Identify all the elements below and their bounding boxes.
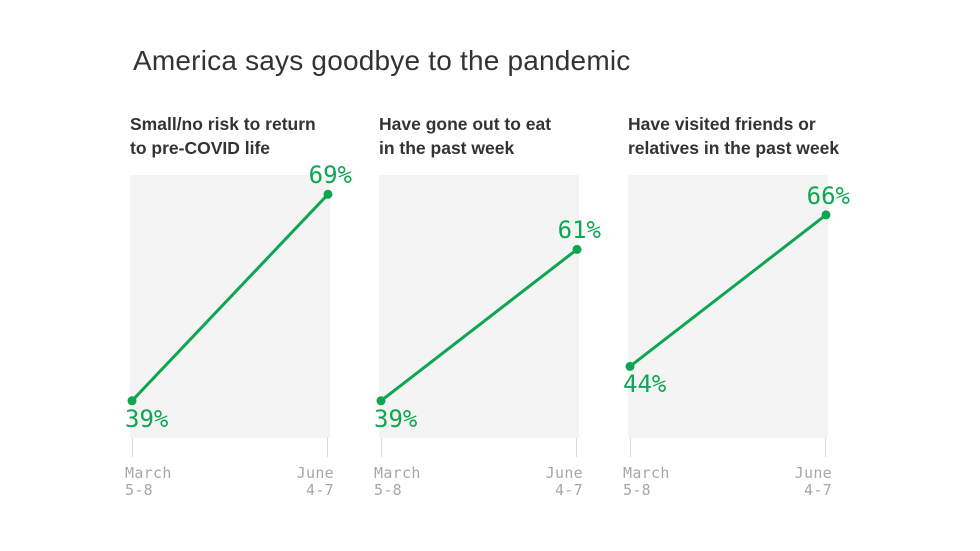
data-point-march <box>625 361 635 371</box>
x-tick-month: June <box>296 464 334 482</box>
x-tick-label-march: March 5-8 <box>125 465 172 499</box>
slope-line-graphic <box>127 189 333 406</box>
x-tick-days: 5-8 <box>623 481 651 499</box>
plot-area: 44% 66% March 5-8 June 4-7 <box>623 175 850 499</box>
axis-tick-right <box>576 438 577 457</box>
data-point-march <box>127 396 137 406</box>
plot-area: 39% 61% March 5-8 June 4-7 <box>374 175 601 499</box>
data-point-march <box>376 396 386 406</box>
x-tick-days: 5-8 <box>125 481 153 499</box>
value-label-march: 39% <box>374 404 418 433</box>
x-tick-days: 4-7 <box>555 481 583 499</box>
chart-heading: Have gone out to eat in the past week <box>379 112 579 160</box>
x-tick-label-june: June 4-7 <box>297 465 334 499</box>
trend-line <box>380 248 578 402</box>
chart-heading: Small/no risk to return to pre-COVID lif… <box>130 112 330 160</box>
chart-heading-line-1: Have visited friends or <box>628 114 816 134</box>
axis-tick-right <box>327 438 328 457</box>
chart-heading-line-1: Small/no risk to return <box>130 114 316 134</box>
x-tick-month: March <box>125 464 172 482</box>
value-label-march: 39% <box>125 404 169 433</box>
chart-heading-line-2: to pre-COVID life <box>130 138 271 158</box>
slope-chart-visited-friends: Have visited friends or relatives in the… <box>623 112 850 499</box>
chart-heading-line-2: in the past week <box>379 138 515 158</box>
x-tick-label-june: June 4-7 <box>546 465 583 499</box>
axis-tick-left <box>132 438 133 457</box>
trend-line <box>130 193 330 402</box>
value-label-june: 61% <box>557 216 601 245</box>
data-point-june <box>572 244 582 254</box>
x-tick-label-march: March 5-8 <box>623 465 670 499</box>
data-point-june <box>821 210 831 220</box>
x-tick-label-march: March 5-8 <box>374 465 421 499</box>
x-tick-days: 4-7 <box>306 481 334 499</box>
x-tick-month: June <box>545 464 583 482</box>
page-title: America says goodbye to the pandemic <box>133 45 631 76</box>
value-label-june: 66% <box>806 181 850 210</box>
x-tick-label-june: June 4-7 <box>795 465 832 499</box>
chart-heading-line-1: Have gone out to eat <box>379 114 552 134</box>
x-tick-month: June <box>794 464 832 482</box>
data-point-june <box>323 189 333 199</box>
slope-line-graphic <box>376 244 582 406</box>
x-tick-month: March <box>623 464 670 482</box>
trend-line <box>629 213 827 368</box>
axis-tick-left <box>381 438 382 457</box>
chart-heading: Have visited friends or relatives in the… <box>628 112 840 160</box>
axis-tick-right <box>825 438 826 457</box>
slope-line-graphic <box>625 210 831 371</box>
plot-area: 39% 69% March 5-8 June 4-7 <box>125 163 352 498</box>
x-tick-days: 5-8 <box>374 481 402 499</box>
slope-chart-pre-covid-risk: Small/no risk to return to pre-COVID lif… <box>125 112 352 499</box>
x-tick-days: 4-7 <box>804 481 832 499</box>
x-tick-month: March <box>374 464 421 482</box>
chart-heading-line-2: relatives in the past week <box>628 138 840 158</box>
axis-tick-left <box>630 438 631 457</box>
value-label-march: 44% <box>623 370 667 399</box>
slope-chart-gone-out-to-eat: Have gone out to eat in the past week 39… <box>374 112 601 499</box>
value-label-june: 69% <box>308 161 352 190</box>
